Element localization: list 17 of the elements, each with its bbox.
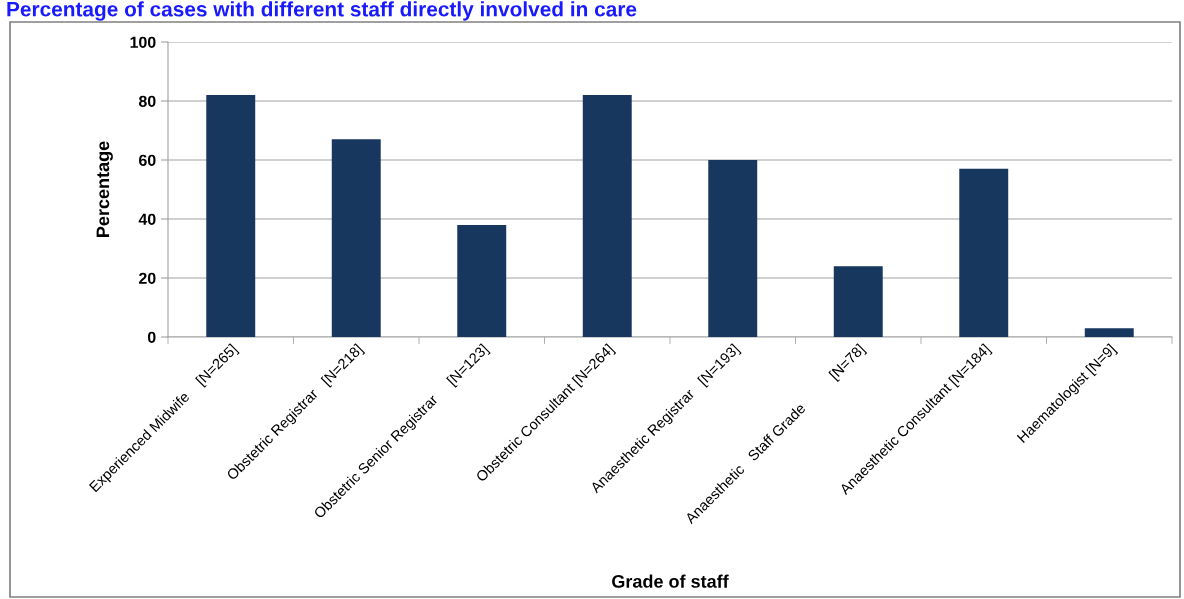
y-tick-label: 0 xyxy=(147,331,156,343)
chart-title: Percentage of cases with different staff directly involved in care xyxy=(7,1,637,21)
bar xyxy=(959,168,1009,337)
bar xyxy=(206,95,256,337)
y-tick-label: 100 xyxy=(130,36,156,48)
y-axis-title: Percentage xyxy=(96,141,113,237)
bar xyxy=(708,160,758,337)
x-axis-title: Grade of staff xyxy=(612,574,729,588)
bar xyxy=(331,139,381,337)
y-tick-label: 40 xyxy=(138,213,156,225)
bar xyxy=(1084,328,1134,337)
y-tick-label: 80 xyxy=(138,95,156,107)
y-tick-label: 60 xyxy=(139,154,156,166)
bar xyxy=(582,95,632,337)
bar xyxy=(833,266,883,337)
y-tick-label: 20 xyxy=(138,272,156,284)
bar xyxy=(457,224,507,337)
